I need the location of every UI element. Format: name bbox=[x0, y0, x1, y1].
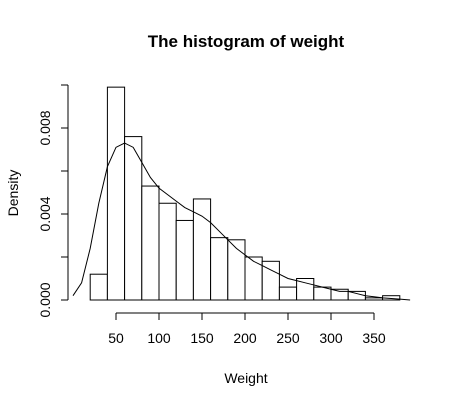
x-tick-label-4: 250 bbox=[276, 330, 300, 346]
x-tick-label-0: 50 bbox=[108, 330, 124, 346]
y-tick-label-2: 0.008 bbox=[37, 110, 53, 145]
y-tick-label-1: 0.004 bbox=[37, 196, 53, 231]
histogram-bars bbox=[89, 86, 401, 301]
y-axis-label: Density bbox=[5, 170, 21, 217]
y-axis: 0.000 0.004 0.008 bbox=[37, 84, 69, 318]
x-tick-label-6: 350 bbox=[362, 330, 386, 346]
histogram-bar-16 bbox=[364, 297, 384, 301]
x-axis-label: Weight bbox=[224, 370, 267, 386]
histogram-bar-6 bbox=[192, 198, 212, 301]
histogram-bar-1 bbox=[106, 86, 126, 301]
y-tick-label-0: 0.000 bbox=[37, 282, 53, 317]
histogram-bar-14 bbox=[330, 288, 349, 301]
histogram-bar-10 bbox=[261, 260, 280, 301]
histogram-bar-2 bbox=[124, 136, 143, 301]
histogram-bar-15 bbox=[347, 290, 366, 301]
x-tick-label-2: 150 bbox=[190, 330, 214, 346]
histogram-bar-7 bbox=[210, 237, 229, 301]
histogram-bar-5 bbox=[175, 219, 194, 301]
histogram-bar-0 bbox=[89, 273, 108, 301]
chart-title: The histogram of weight bbox=[148, 32, 345, 51]
histogram-bar-11 bbox=[278, 286, 298, 301]
x-tick-label-3: 200 bbox=[233, 330, 257, 346]
x-axis: 50 100 150 200 250 300 350 bbox=[108, 312, 386, 346]
x-tick-label-5: 300 bbox=[319, 330, 343, 346]
density-curve bbox=[72, 142, 411, 301]
histogram-bar-4 bbox=[158, 202, 177, 301]
x-tick-label-1: 100 bbox=[147, 330, 171, 346]
histogram-bar-9 bbox=[244, 256, 263, 301]
histogram-bar-3 bbox=[141, 185, 160, 301]
